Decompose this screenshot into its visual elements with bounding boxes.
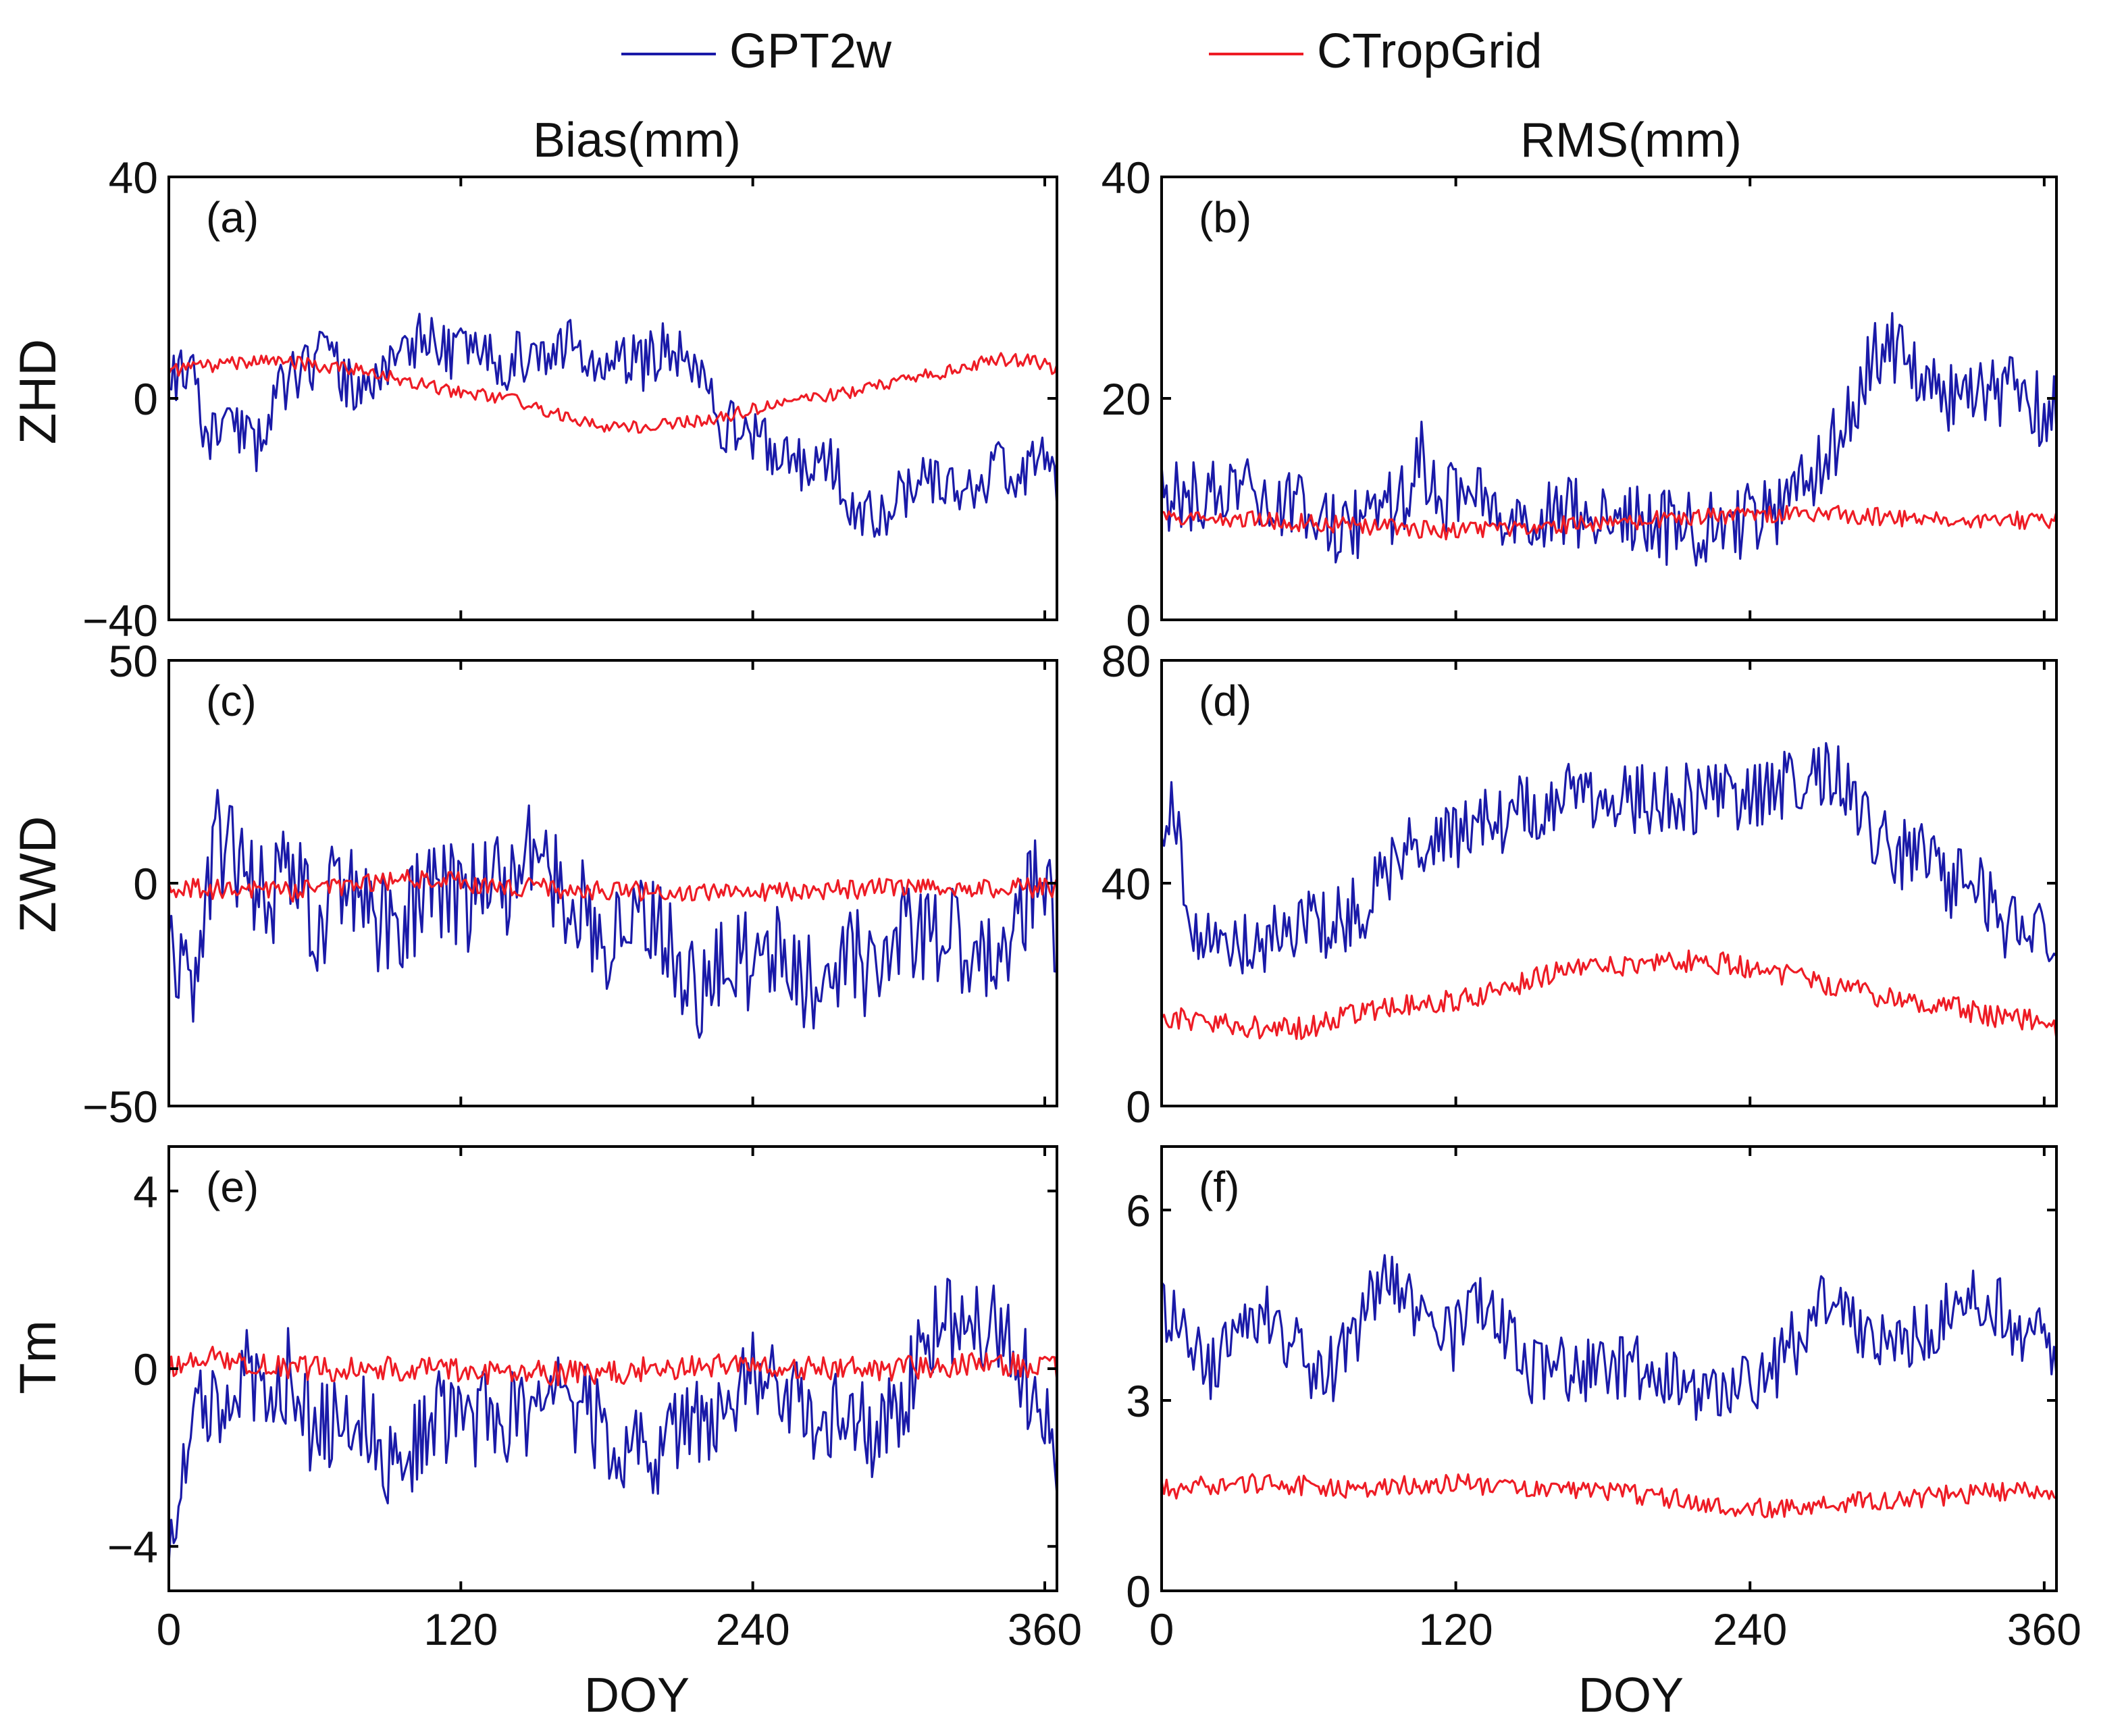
x-tick-label: 0 [1149,1604,1174,1654]
legend: GPT2w CTropGrid [621,24,1542,78]
series-group [1162,741,2056,1041]
x-tick-label: 360 [1008,1604,1082,1654]
panel-tag: (a) [206,193,259,242]
y-tick-label: 0 [1126,1567,1151,1616]
x-tick-label: 240 [1713,1604,1787,1654]
series-group [169,789,1057,1039]
row-label-tm: Tm [9,1320,67,1394]
row-label-zhd: ZHD [9,339,67,444]
panel-a: −40 0 40 (a) [82,153,1058,646]
plot-frame [1160,1145,2058,1592]
x-tick-label: 360 [2007,1604,2081,1654]
x-axis-title-right: DOY [1578,1668,1684,1722]
x-axis-title-left: DOY [584,1668,690,1722]
x-tick-label: 0 [157,1604,182,1654]
y-tick-label: 6 [1126,1186,1151,1236]
y-tick-label: 80 [1102,636,1151,686]
row-label-zwd: ZWD [9,816,67,932]
series-line-gpt2w [169,789,1057,1039]
panel-c: −50 0 50 (c) [82,636,1058,1132]
series-group [169,1278,1057,1564]
panel-tag: (e) [206,1163,259,1211]
y-tick-label: 20 [1102,374,1151,424]
panel-d: 0 40 80 (d) [1102,636,2058,1132]
column-title-bias: Bias(mm) [533,113,741,167]
series-line-ctropgrid [1162,504,2056,541]
legend-label-ctropgrid: CTropGrid [1317,24,1542,78]
y-tick-label: 40 [1102,153,1151,203]
y-tick-label: 40 [1102,859,1151,909]
series-line-ctropgrid [169,868,1057,903]
panel-b: 0 20 40 (b) [1102,153,2058,646]
y-tick-label: 40 [109,153,158,203]
column-title-rms: RMS(mm) [1520,113,1742,167]
panel-e: 0 120 240 360 −4 0 4 (e) [107,1145,1082,1654]
series-group [169,313,1057,538]
y-tick-label: 50 [109,636,158,686]
series-line-ctropgrid [169,352,1057,434]
y-tick-label: −50 [82,1082,158,1132]
panel-tag: (f) [1199,1163,1239,1211]
y-tick-label: 0 [1126,596,1151,646]
y-tick-label: −40 [82,596,158,646]
panel-tag: (c) [206,677,257,725]
y-tick-label: 0 [133,859,158,909]
y-tick-label: 0 [133,374,158,424]
legend-label-gpt2w: GPT2w [729,24,892,78]
series-line-gpt2w [1162,312,2056,567]
y-tick-label: 0 [133,1344,158,1394]
panel-f: 0 120 240 360 0 3 6 (f) [1126,1145,2081,1654]
series-line-ctropgrid [1162,1473,2056,1519]
series-group [1162,1254,2056,1519]
series-line-gpt2w [169,1278,1057,1564]
panel-tag: (d) [1199,677,1251,725]
series-line-gpt2w [1162,1254,2056,1421]
x-tick-label: 240 [716,1604,790,1654]
y-tick-label: 0 [1126,1082,1151,1132]
x-tick-label: 120 [1419,1604,1493,1654]
x-tick-label: 120 [423,1604,498,1654]
series-group [1162,312,2056,567]
series-line-gpt2w [169,313,1057,538]
series-line-ctropgrid [169,1345,1057,1386]
series-line-ctropgrid [1162,949,2056,1041]
y-tick-label: −4 [107,1522,158,1572]
y-tick-label: 4 [133,1167,158,1217]
series-line-gpt2w [1162,741,2056,975]
y-tick-label: 3 [1126,1376,1151,1426]
panel-tag: (b) [1199,193,1251,242]
